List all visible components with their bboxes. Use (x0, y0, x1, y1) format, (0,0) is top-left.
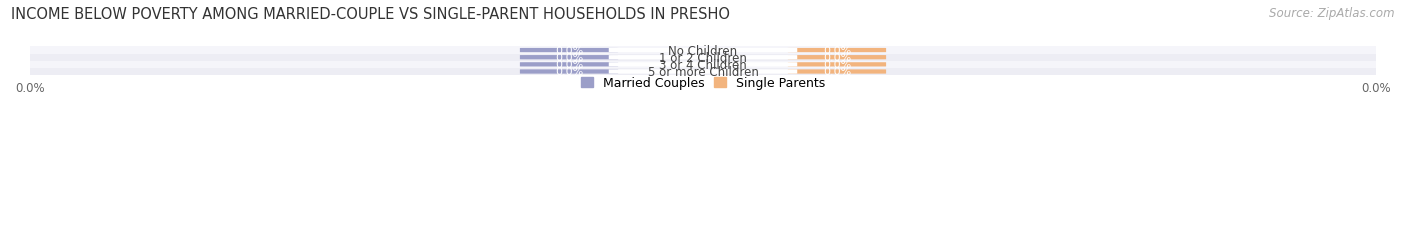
Text: 0.0%: 0.0% (555, 46, 583, 56)
FancyBboxPatch shape (787, 56, 886, 60)
FancyBboxPatch shape (520, 70, 619, 74)
FancyBboxPatch shape (609, 56, 797, 60)
FancyBboxPatch shape (520, 56, 619, 60)
Text: 0.0%: 0.0% (823, 53, 851, 63)
Text: 0.0%: 0.0% (823, 67, 851, 77)
Legend: Married Couples, Single Parents: Married Couples, Single Parents (581, 77, 825, 90)
Text: Source: ZipAtlas.com: Source: ZipAtlas.com (1270, 7, 1395, 20)
Text: No Children: No Children (668, 44, 738, 57)
Text: 5 or more Children: 5 or more Children (648, 66, 758, 79)
FancyBboxPatch shape (609, 63, 797, 67)
Bar (30, 69, 1376, 76)
FancyBboxPatch shape (787, 70, 886, 74)
Text: 0.0%: 0.0% (823, 46, 851, 56)
Text: 0.0%: 0.0% (555, 53, 583, 63)
Text: INCOME BELOW POVERTY AMONG MARRIED-COUPLE VS SINGLE-PARENT HOUSEHOLDS IN PRESHO: INCOME BELOW POVERTY AMONG MARRIED-COUPL… (11, 7, 730, 22)
Bar (30, 61, 1376, 69)
FancyBboxPatch shape (609, 70, 797, 74)
Bar (30, 54, 1376, 61)
Text: 1 or 2 Children: 1 or 2 Children (659, 52, 747, 64)
FancyBboxPatch shape (520, 49, 619, 53)
FancyBboxPatch shape (787, 63, 886, 67)
FancyBboxPatch shape (609, 49, 797, 53)
Text: 0.0%: 0.0% (555, 60, 583, 70)
Text: 0.0%: 0.0% (555, 67, 583, 77)
FancyBboxPatch shape (520, 63, 619, 67)
Text: 0.0%: 0.0% (823, 60, 851, 70)
Text: 3 or 4 Children: 3 or 4 Children (659, 59, 747, 72)
Bar (30, 47, 1376, 54)
FancyBboxPatch shape (787, 49, 886, 53)
